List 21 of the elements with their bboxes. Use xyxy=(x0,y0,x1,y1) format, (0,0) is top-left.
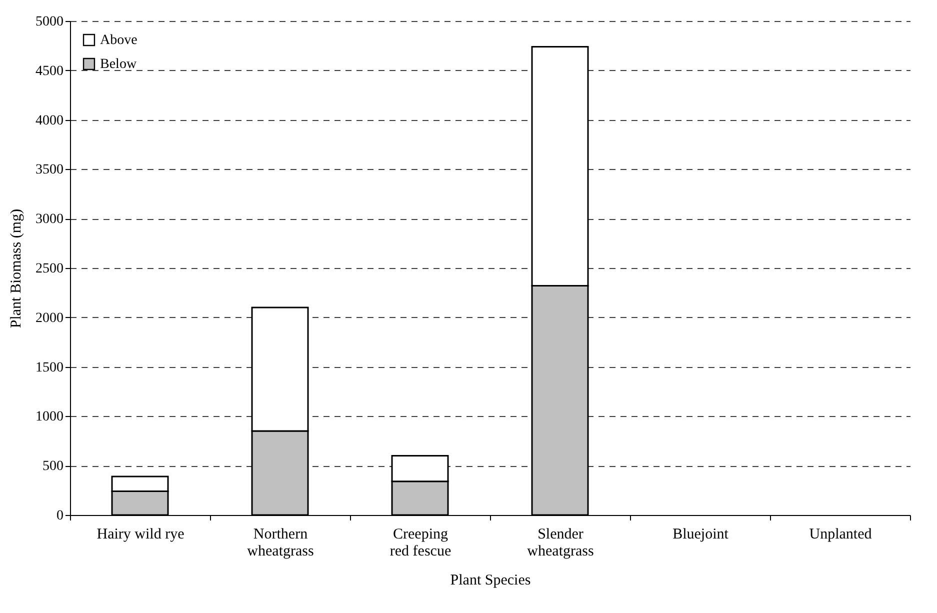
x-tick-label: Northern wheatgrass xyxy=(247,526,314,560)
y-tick-label: 1500 xyxy=(36,360,64,376)
legend-label: Below xyxy=(100,57,138,72)
x-tick-label: Creeping red fescue xyxy=(390,526,452,560)
y-tick-label: 5000 xyxy=(36,14,64,30)
y-tick-label: 500 xyxy=(42,459,64,474)
y-tick-label: 4000 xyxy=(36,113,64,128)
x-axis-title: Plant Species xyxy=(450,572,531,588)
y-tick-label: 1000 xyxy=(36,410,64,425)
x-tick-label: Slender wheatgrass xyxy=(527,526,594,560)
y-tick-label: 4500 xyxy=(36,64,64,79)
y-tick-label: 2000 xyxy=(36,310,64,326)
y-axis-title: Plant Biomass (mg) xyxy=(8,208,24,328)
x-tick-label: Bluejoint xyxy=(672,526,730,542)
x-tick-label: Hairy wild rye xyxy=(96,526,185,542)
y-tick-label: 3500 xyxy=(36,162,64,178)
y-tick-label: 0 xyxy=(56,508,64,524)
x-tick-label: Unplanted xyxy=(809,526,872,542)
y-tick-label: 2500 xyxy=(36,262,64,276)
y-tick-label: 3000 xyxy=(36,212,64,228)
legend-label: Above xyxy=(100,33,138,48)
